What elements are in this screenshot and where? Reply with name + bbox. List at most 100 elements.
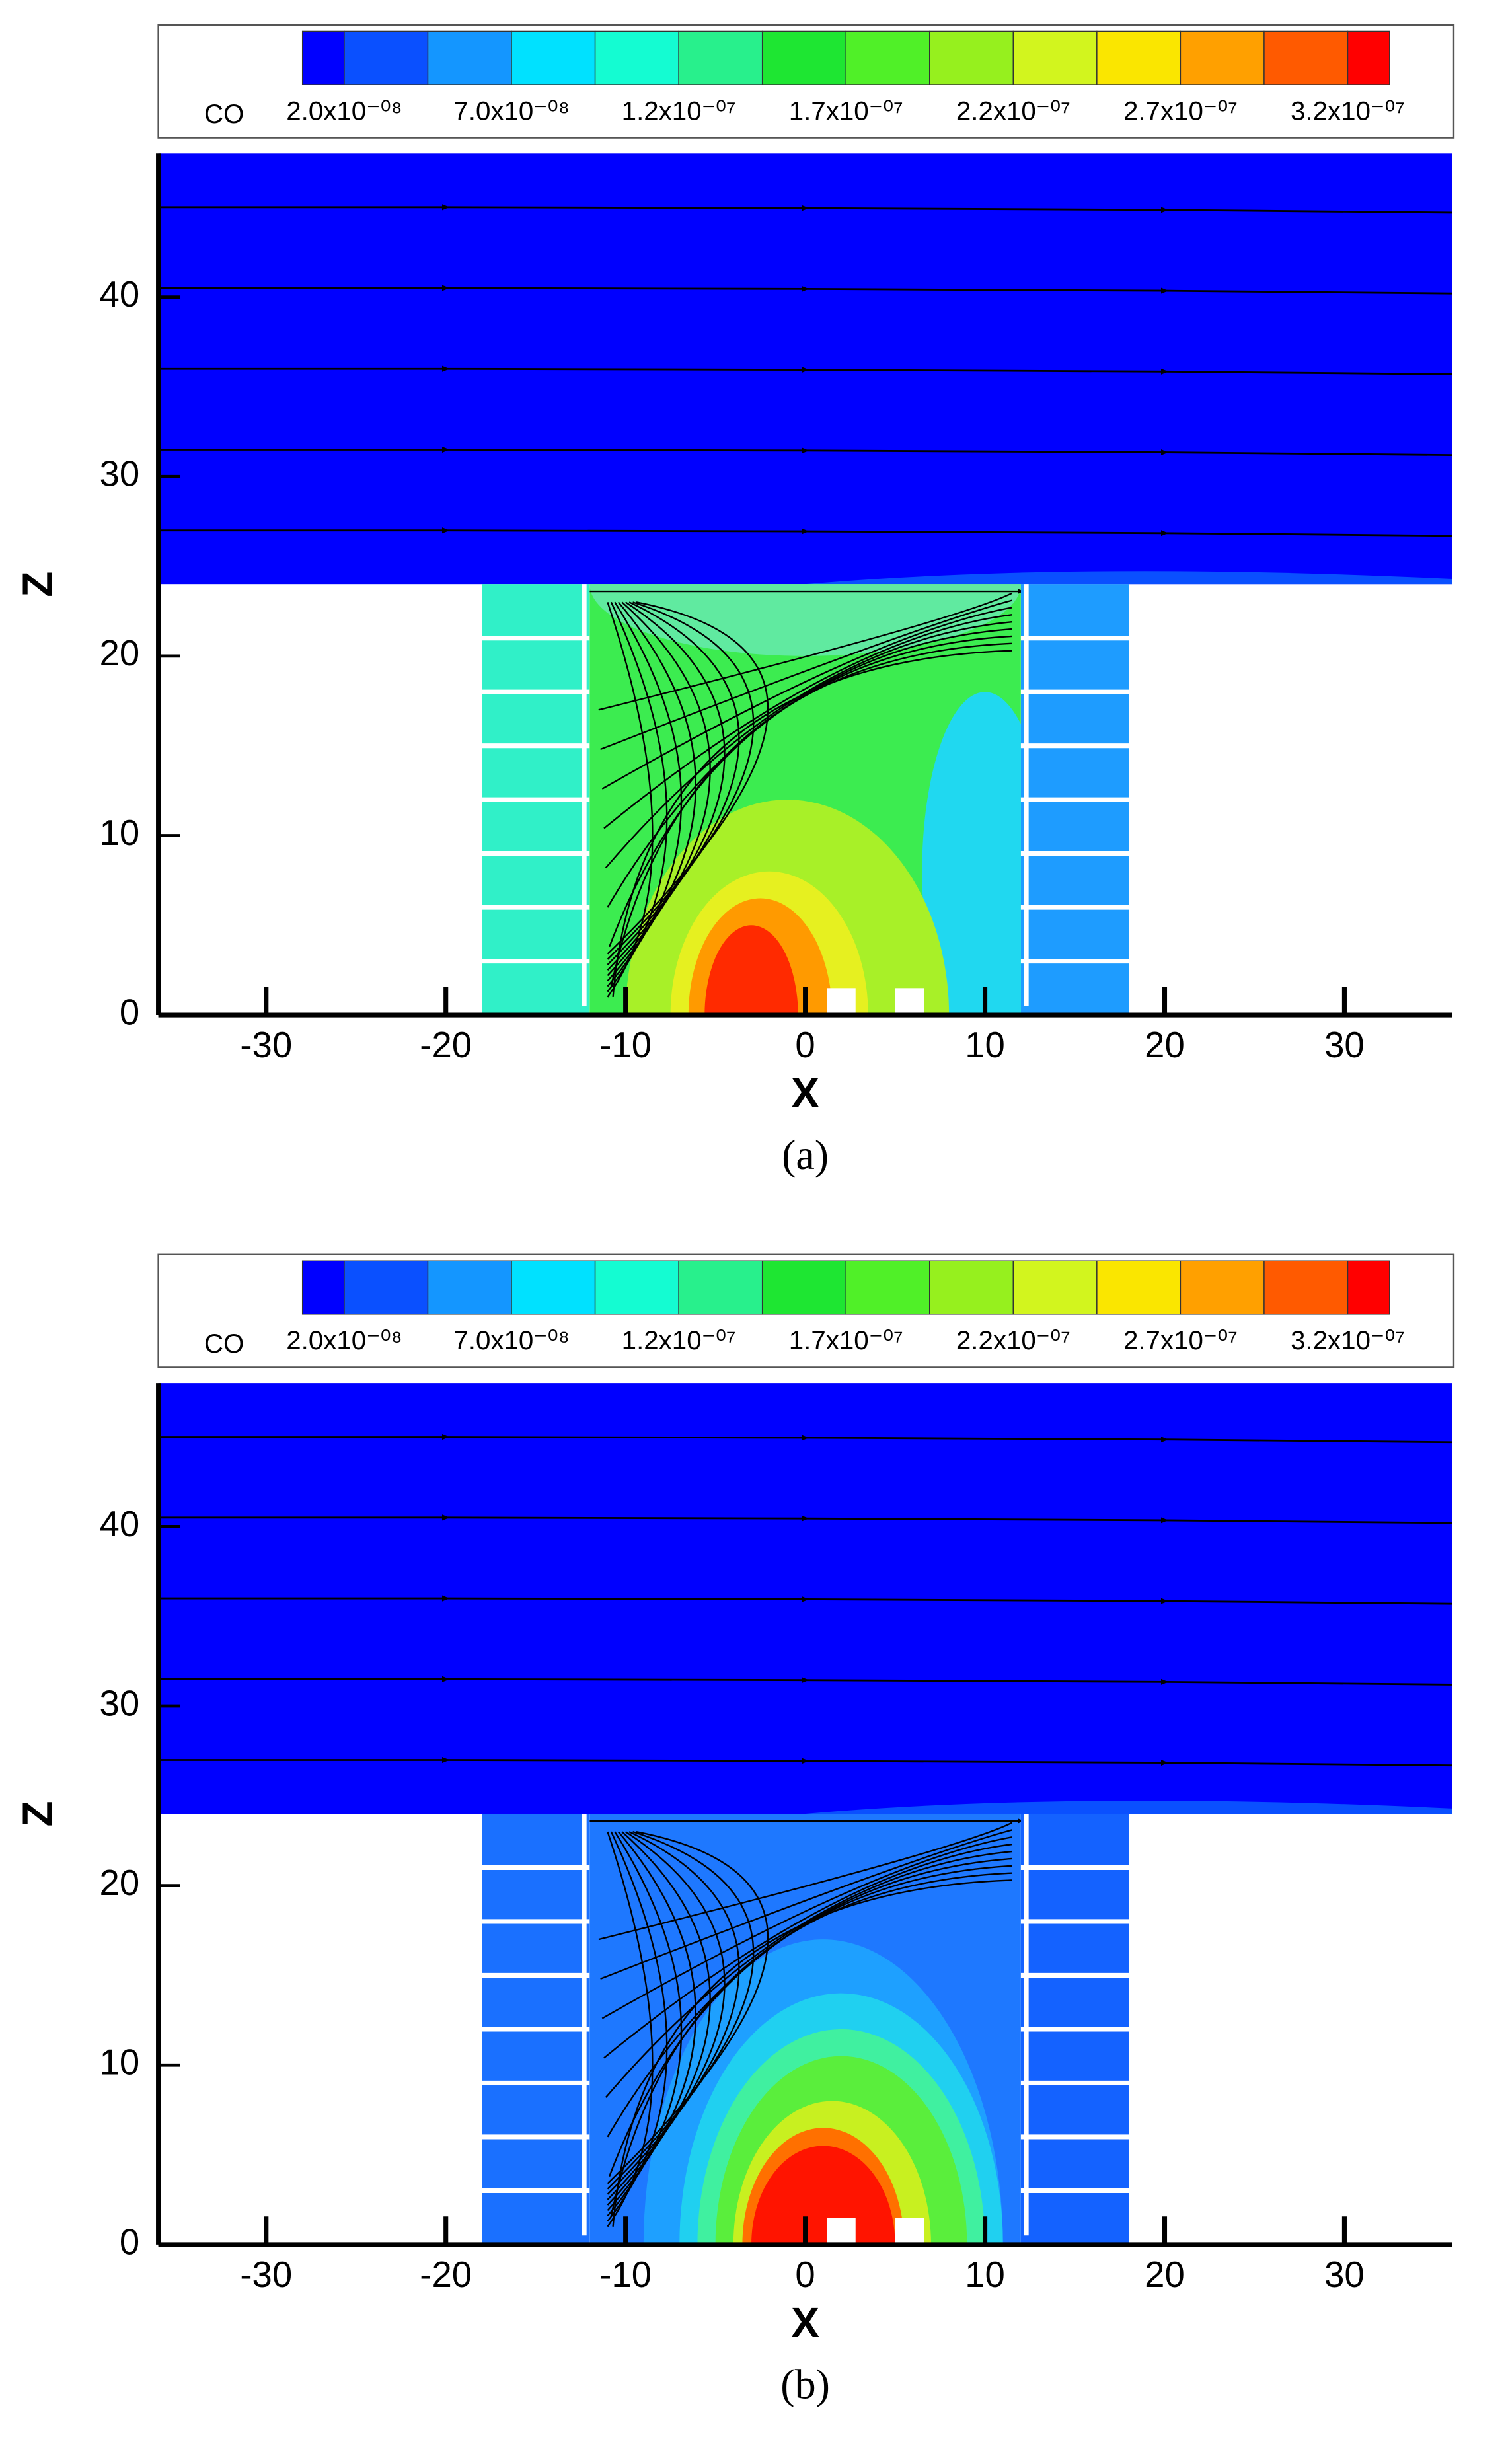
field-upper-edge: [805, 1801, 1452, 1814]
colorbar-tick-label: 7.0x10⁻⁰⁸: [453, 96, 569, 126]
streamline: [158, 285, 1452, 295]
colorbar-tick-label: 1.2x10⁻⁰⁷: [622, 1325, 736, 1355]
colorbar-tick-label: 2.0x10⁻⁰⁸: [286, 96, 402, 126]
x-tick-label: -30: [240, 1025, 292, 1065]
caption: (a): [782, 1131, 829, 1178]
concentration-zone: [704, 925, 798, 1016]
x-axis-label: X: [791, 2299, 819, 2346]
streamline: [158, 1756, 1452, 1767]
streamline: [612, 1879, 1012, 2227]
colorbar-swatch: [1096, 30, 1182, 85]
y-tick-label: 40: [100, 274, 140, 315]
streamline: [598, 592, 1012, 711]
x-axis-label: X: [791, 1069, 819, 1117]
colorbar-swatch: [1263, 1260, 1349, 1315]
colorbar-label: CO: [204, 99, 244, 129]
streamline: [158, 204, 1452, 214]
x-tick-label: 0: [795, 2255, 815, 2295]
y-axis-label: Z: [14, 572, 61, 597]
streamline: [612, 650, 1012, 998]
colorbar-swatch: [1012, 1260, 1098, 1315]
streamline: [607, 601, 755, 960]
streamline: [598, 1822, 1012, 1941]
y-tick-label: 20: [100, 1863, 140, 1903]
colorbar-swatch: [301, 1260, 345, 1315]
colorbar-tick-label: 1.2x10⁻⁰⁷: [622, 96, 736, 126]
colorbar-tick-label: 3.2x10⁻⁰⁷: [1291, 96, 1405, 126]
streamline: [607, 601, 726, 971]
colorbar-tick-label: 1.7x10⁻⁰⁷: [789, 96, 903, 126]
colorbar-tick-label: 1.7x10⁻⁰⁷: [789, 1325, 903, 1355]
colorbar-tick-label: 7.0x10⁻⁰⁸: [453, 1325, 569, 1355]
x-tick-label: 30: [1324, 2255, 1365, 2295]
colorbar-swatch: [594, 1260, 679, 1315]
streamline: [603, 614, 1012, 829]
colorbar-swatch: [1347, 1260, 1390, 1315]
streamline: [607, 601, 711, 977]
colorbar-swatch: [929, 1260, 1014, 1315]
vehicle: [827, 2218, 856, 2245]
colorbar-swatch: [1180, 30, 1265, 85]
colorbar-label: CO: [204, 1329, 244, 1359]
streamline: [607, 1831, 740, 2195]
streamline: [610, 1872, 1012, 2216]
colorbar-swatch: [1347, 30, 1390, 85]
streamline: [158, 446, 1452, 457]
streamline: [610, 642, 1012, 987]
x-tick-label: -10: [599, 2255, 652, 2295]
x-tick-label: -20: [420, 1025, 472, 1065]
canyon-streamlines: [589, 1818, 1021, 2227]
colorbar-swatch: [678, 1260, 763, 1315]
y-tick-label: 40: [100, 1504, 140, 1544]
x-tick-label: -20: [420, 2255, 472, 2295]
x-tick-label: -10: [599, 1025, 652, 1065]
colorbar-swatch: [511, 1260, 596, 1315]
colorbar-tick-label: 3.2x10⁻⁰⁷: [1291, 1325, 1405, 1355]
concentration-zone: [922, 692, 1021, 1016]
concentration-zone: [751, 2146, 895, 2245]
vehicle: [895, 988, 924, 1016]
y-tick-label: 30: [100, 1683, 140, 1723]
colorbar-tick-label: 2.7x10⁻⁰⁷: [1123, 96, 1238, 126]
streamline: [607, 601, 740, 965]
streamline: [607, 601, 769, 955]
streamline: [607, 1831, 711, 2206]
colorbar-swatch: [845, 30, 930, 85]
streamline: [158, 365, 1452, 375]
colorbar-swatch: [761, 1260, 846, 1315]
colorbar-swatch: [1180, 1260, 1265, 1315]
x-tick-label: 10: [965, 2255, 1005, 2295]
streamline: [607, 1831, 726, 2200]
streamline: [158, 527, 1452, 537]
colorbar-tick-label: 2.2x10⁻⁰⁷: [956, 96, 1071, 126]
y-axis-label: Z: [14, 1801, 61, 1826]
x-tick-label: 0: [795, 1025, 815, 1065]
x-tick-label: 10: [965, 1025, 1005, 1065]
y-tick-label: 20: [100, 633, 140, 673]
colorbar-tick-label: 2.7x10⁻⁰⁷: [1123, 1325, 1238, 1355]
streamline: [158, 1676, 1452, 1686]
colorbar-swatch: [344, 30, 429, 85]
colorbar-swatch: [427, 1260, 512, 1315]
x-tick-label: 30: [1324, 1025, 1365, 1065]
y-tick-label: 30: [100, 454, 140, 494]
x-tick-label: -30: [240, 2255, 292, 2295]
x-tick-label: 20: [1145, 2255, 1185, 2295]
streamline: [603, 1843, 1012, 2059]
streamline: [607, 1831, 769, 2184]
y-tick-label: 0: [120, 2221, 139, 2262]
streamline: [607, 1831, 755, 2190]
canyon-streamlines: [589, 589, 1021, 998]
vehicle: [827, 988, 856, 1016]
concentration-zone: [589, 584, 1021, 656]
colorbar-swatch: [761, 30, 846, 85]
colorbar-swatch: [427, 30, 512, 85]
colorbar-tick-label: 2.0x10⁻⁰⁸: [286, 1325, 402, 1355]
x-tick-label: 20: [1145, 1025, 1185, 1065]
field-upper-edge: [805, 571, 1452, 585]
colorbar-swatch: [845, 1260, 930, 1315]
colorbar-swatch: [1096, 1260, 1182, 1315]
caption: (b): [780, 2361, 830, 2408]
